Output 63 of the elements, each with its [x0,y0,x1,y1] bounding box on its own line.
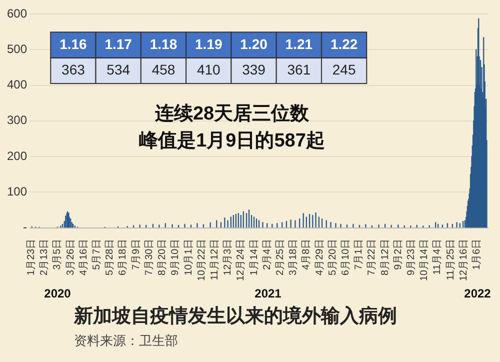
annotation: 245 [332,62,356,78]
x-tick-label: 3月26日 [65,238,76,276]
x-tick-label: 5月7日 [92,238,103,270]
x-tick-label: 2月25日 [274,238,286,276]
x-tick-label: 10月1日 [183,238,194,276]
text: 2020 [44,286,72,300]
x-tick-label: 1月14日 [248,238,260,276]
x-tick-label: 7月9日 [130,238,142,270]
annotation: 458 [152,62,176,78]
x-tick-label: 12月3日 [222,238,234,276]
annotation: 363 [62,62,86,78]
annotation: 连续28天居三位数 [154,102,310,125]
x-tick-label: 1月6日 [472,238,483,270]
x-tick-label: 2月13日 [39,238,50,276]
x-tick-label: 3月18日 [288,238,300,276]
annotation: 339 [242,62,266,78]
x-tick-label: 11月12日 [209,238,220,280]
text: 2022 [464,286,492,300]
text: 资料来源：卫生部 [74,332,178,350]
x-tick-label: 2月4日 [262,238,273,270]
annotation: 1.22 [330,36,358,52]
annotation: 1.17 [104,36,132,52]
annotation: 1.20 [240,36,268,52]
annotation: 534 [106,62,130,78]
x-tick-label: 9月10日 [170,238,182,276]
x-tick-label: 4月8日 [301,238,312,270]
x-tick-label: 6月18日 [118,238,129,276]
annotation: 1.19 [195,36,222,52]
y-tick-label: 400 [6,78,28,92]
x-tick-label: 12月24日 [236,238,247,282]
x-tick-label: 9月23日 [406,238,418,276]
text: 2021 [254,286,282,300]
x-tick-label: 7月30日 [144,238,155,276]
x-tick-label: 8月12日 [380,238,391,276]
x-tick-label: 7月1日 [354,238,365,270]
x-tick-label: 10月22日 [196,238,208,282]
y-tick-label: 500 [6,42,28,56]
annotation: 1.18 [150,36,178,52]
annotation: 410 [196,62,221,78]
x-tick-label: 4月29日 [314,238,326,276]
x-tick-label: 1月23日 [26,238,38,276]
y-tick-label: - [23,220,28,234]
x-tick-label: 5月28日 [104,238,116,276]
y-tick-label: 200 [6,148,28,163]
x-tick-label: 4月16日 [78,238,90,276]
x-tick-label: 10月14日 [419,238,430,282]
x-tick-label: 11月4日 [432,238,444,275]
x-tick-label: 3月5日 [52,238,64,270]
y-tick-label: 300 [6,113,28,128]
x-tick-label: 9月2日 [392,238,404,270]
x-tick-label: 12月16日 [458,238,470,282]
annotation: 1.16 [60,36,88,52]
y-tick-label: 100 [6,184,28,198]
text: 新加坡自疫情发生以来的境外输入病例 [74,304,397,329]
annotation: 1.21 [285,36,313,52]
x-tick-label: 6月10日 [340,238,352,276]
x-tick-label: 11月25日 [445,238,456,280]
x-tick-label: 8月20日 [157,238,168,276]
annotation: 峰值是1月9日的587起 [139,130,325,152]
x-tick-label: 5月20日 [327,238,338,276]
y-tick-label: 600 [6,6,28,20]
annotation: 361 [287,62,311,78]
x-tick-label: 7月22日 [366,238,378,276]
